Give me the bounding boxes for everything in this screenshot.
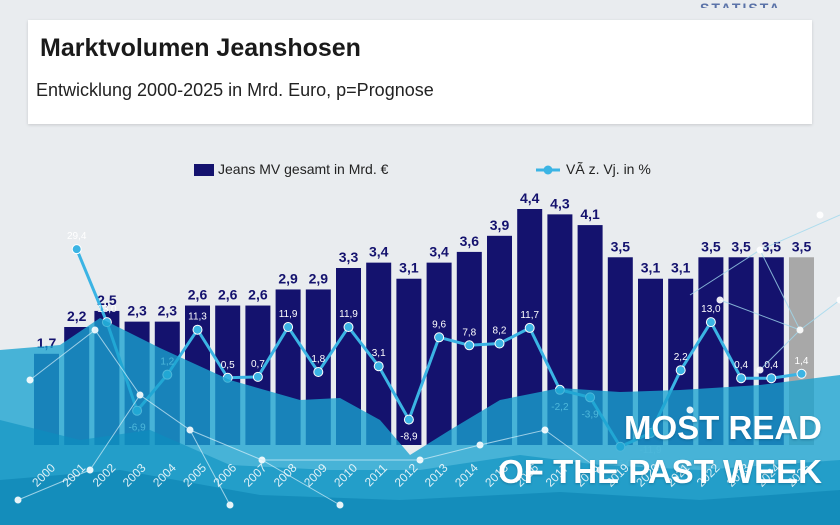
growth-label-2006: 0,5 — [221, 360, 235, 371]
growth-label-2022: 13,0 — [701, 304, 721, 315]
bar-label-2013: 3,4 — [429, 244, 449, 260]
banner-line-2: OF THE PAST WEEK — [498, 453, 822, 490]
bar-label-2001: 2,2 — [67, 308, 87, 324]
growth-point-2023 — [736, 373, 747, 384]
bar-label-2004: 2,3 — [158, 303, 178, 319]
banner-line-1: MOST READ — [624, 409, 822, 446]
growth-point-2015 — [494, 338, 505, 349]
growth-point-2008 — [283, 322, 294, 333]
growth-point-2007 — [252, 371, 263, 382]
legend-line-marker — [543, 165, 553, 175]
growth-label-2021: 2,2 — [674, 352, 688, 363]
growth-point-2013 — [434, 332, 445, 343]
growth-point-2011 — [373, 361, 384, 372]
growth-point-2025 — [796, 368, 807, 379]
growth-label-2009: 1,8 — [311, 354, 325, 365]
chart-title: Marktvolumen Jeanshosen — [40, 34, 361, 62]
bar-label-2023: 3,5 — [731, 238, 751, 254]
bar-label-2019: 3,5 — [611, 238, 631, 254]
growth-point-2010 — [343, 322, 354, 333]
growth-label-2007: 0,7 — [251, 359, 265, 370]
chart-legend: Jeans MV gesamt in Mrd. € VÃ z. Vj. in % — [194, 161, 651, 177]
growth-point-2009 — [313, 366, 324, 377]
bar-label-2024: 3,5 — [762, 238, 782, 254]
growth-point-2014 — [464, 340, 475, 351]
bar-label-2006: 2,6 — [218, 287, 238, 303]
bar-label-2021: 3,1 — [671, 260, 691, 276]
growth-label-2016: 11,7 — [520, 310, 539, 321]
bar-label-2015: 3,9 — [490, 217, 510, 233]
growth-point-2022 — [705, 317, 716, 328]
bar-label-2003: 2,3 — [127, 303, 147, 319]
bar-label-2005: 2,6 — [188, 287, 208, 303]
growth-label-2001: 29,4 — [67, 231, 87, 242]
bar-label-2014: 3,6 — [460, 233, 480, 249]
brand-logo: STATISTA — [700, 0, 782, 8]
bar-label-2016: 4,4 — [520, 190, 540, 206]
bar-label-2008: 2,9 — [278, 270, 298, 286]
growth-label-2012: -8,9 — [400, 432, 418, 443]
bar-label-2017: 4,3 — [550, 195, 570, 211]
growth-label-2002: 13,0 — [97, 304, 117, 315]
bar-label-2002: 2,5 — [97, 292, 117, 308]
growth-point-2012 — [403, 414, 414, 425]
title-card: Marktvolumen Jeanshosen Entwicklung 2000… — [28, 20, 812, 124]
legend-bar-label: Jeans MV gesamt in Mrd. € — [218, 161, 389, 177]
bar-label-2020: 3,1 — [641, 260, 661, 276]
growth-point-2001 — [71, 244, 82, 255]
growth-label-2011: 3,1 — [372, 348, 386, 359]
bar-label-2012: 3,1 — [399, 260, 419, 276]
growth-label-2005: 11,3 — [188, 312, 207, 323]
bar-label-2011: 3,4 — [369, 244, 389, 260]
chart-subtitle: Entwicklung 2000-2025 in Mrd. Euro, p=Pr… — [36, 80, 434, 100]
growth-label-2024: 0,4 — [764, 360, 778, 371]
growth-label-2025: 1,4 — [795, 356, 809, 367]
legend-bar-swatch — [194, 164, 214, 176]
most-read-banner: MOST READ OF THE PAST WEEK — [498, 406, 822, 494]
bar-label-2025: 3,5 — [792, 238, 812, 254]
growth-label-2014: 7,8 — [462, 327, 476, 338]
growth-point-2005 — [192, 324, 203, 335]
bar-label-2010: 3,3 — [339, 249, 359, 265]
growth-label-2023: 0,4 — [734, 360, 748, 371]
growth-label-2008: 11,9 — [279, 309, 298, 320]
growth-point-2024 — [766, 373, 777, 384]
bar-label-2018: 4,1 — [580, 206, 600, 222]
bar-2013 — [426, 262, 452, 445]
growth-label-2010: 11,9 — [339, 309, 358, 320]
bar-label-2022: 3,5 — [701, 238, 721, 254]
growth-point-2016 — [524, 322, 535, 333]
growth-point-2021 — [675, 365, 686, 376]
legend-line-label: VÃ z. Vj. in % — [566, 161, 651, 177]
bar-label-2007: 2,6 — [248, 287, 268, 303]
bar-label-2009: 2,9 — [309, 270, 329, 286]
growth-label-2013: 9,6 — [432, 319, 446, 330]
network-overlay — [0, 211, 840, 525]
growth-label-2015: 8,2 — [493, 326, 507, 337]
